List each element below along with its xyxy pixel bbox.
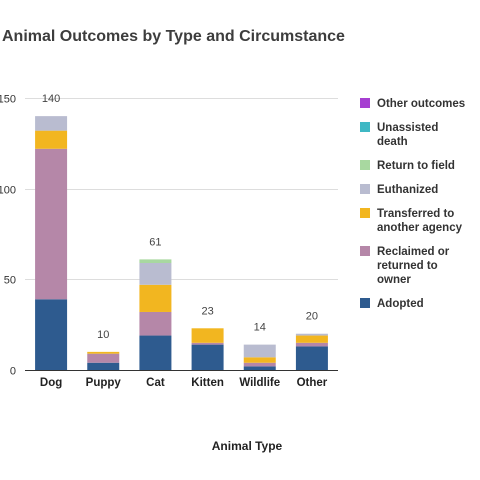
legend-label: Transferred to another agency xyxy=(377,208,463,234)
bar-segment-0 xyxy=(191,344,224,370)
bar-segment-3 xyxy=(243,344,276,358)
bar-segment-2 xyxy=(243,357,276,363)
legend-label-line: returned to xyxy=(377,260,438,272)
legend-label-line: Transferred to xyxy=(377,208,454,220)
legend-swatch xyxy=(360,246,370,256)
x-tick-label: Dog xyxy=(40,377,62,389)
legend-swatch xyxy=(360,98,370,108)
bar-segment-2 xyxy=(295,335,328,343)
bar-total-label: 23 xyxy=(201,305,213,317)
y-tick-label: 50 xyxy=(4,275,16,287)
legend-label: Return to field xyxy=(377,160,455,172)
legend-label-line: Euthanized xyxy=(377,184,438,196)
bar-segment-4 xyxy=(139,259,172,264)
y-tick-label: 0 xyxy=(10,366,16,378)
y-tick-label: 150 xyxy=(0,94,16,106)
legend-label-line: another agency xyxy=(377,222,463,234)
bar-segment-1 xyxy=(87,353,120,363)
legend-label-line: Reclaimed or xyxy=(377,246,450,258)
bar-segment-2 xyxy=(191,328,224,343)
legend-label: Unassisted death xyxy=(377,122,438,148)
bar-segment-0 xyxy=(243,366,276,370)
bar-total-label: 140 xyxy=(42,93,60,105)
bar-totals: 140 10 61 23 14 20 xyxy=(42,93,318,341)
grid-layer xyxy=(25,98,338,280)
y-axis-ticks: 0 50 100 150 xyxy=(0,94,16,378)
legend-label: Euthanized xyxy=(377,184,438,196)
bar-segment-2 xyxy=(139,284,172,312)
bar-segment-2 xyxy=(35,130,68,149)
y-tick-label: 100 xyxy=(0,185,16,197)
bar-total-label: 20 xyxy=(306,311,318,323)
legend: Other outcomes Unassisted death Return to f… xyxy=(360,98,465,310)
bar-total-label: 61 xyxy=(149,236,161,248)
x-tick-label: Cat xyxy=(146,377,165,389)
x-tick-label: Puppy xyxy=(86,377,122,389)
legend-label-line: Unassisted xyxy=(377,122,438,134)
legend-swatch xyxy=(360,160,370,170)
legend-label: Reclaimed or returned to owner xyxy=(377,246,450,286)
bar-total-label: 10 xyxy=(97,329,109,341)
legend-label-line: Adopted xyxy=(377,298,424,310)
legend-label-line: Other outcomes xyxy=(377,98,465,110)
legend-swatch xyxy=(360,122,370,132)
x-tick-label: Kitten xyxy=(191,377,224,389)
x-tick-label: Other xyxy=(297,377,328,389)
legend-label-line: death xyxy=(377,136,408,148)
bar-segment-1 xyxy=(295,342,328,347)
bar-segment-0 xyxy=(139,335,172,370)
bar-segment-1 xyxy=(243,362,276,367)
bar-segment-0 xyxy=(295,346,328,370)
bars xyxy=(35,116,328,370)
bar-segment-1 xyxy=(139,311,172,336)
legend-swatch xyxy=(360,208,370,218)
bar-segment-0 xyxy=(87,362,120,370)
bar-segment-1 xyxy=(35,148,68,300)
bar-segment-3 xyxy=(139,263,172,285)
legend-swatch xyxy=(360,184,370,194)
legend-swatch xyxy=(360,298,370,308)
bar-total-label: 14 xyxy=(254,322,266,334)
x-axis-ticks: Dog Puppy Cat Kitten Wildlife Other xyxy=(40,377,328,389)
legend-label-line: Return to field xyxy=(377,160,455,172)
legend-label-line: owner xyxy=(377,274,411,286)
legend-label: Other outcomes xyxy=(377,98,465,110)
bar-segment-3 xyxy=(35,116,68,131)
bar-segment-0 xyxy=(35,299,68,370)
x-tick-label: Wildlife xyxy=(239,377,280,389)
legend-label: Adopted xyxy=(377,298,424,310)
x-axis-label: Animal Type xyxy=(212,439,283,453)
bar-segment-2 xyxy=(87,351,120,354)
bar-segment-1 xyxy=(191,342,224,345)
bar-segment-3 xyxy=(295,333,328,336)
chart-title: Animal Outcomes by Type and Circumstance xyxy=(2,28,345,45)
